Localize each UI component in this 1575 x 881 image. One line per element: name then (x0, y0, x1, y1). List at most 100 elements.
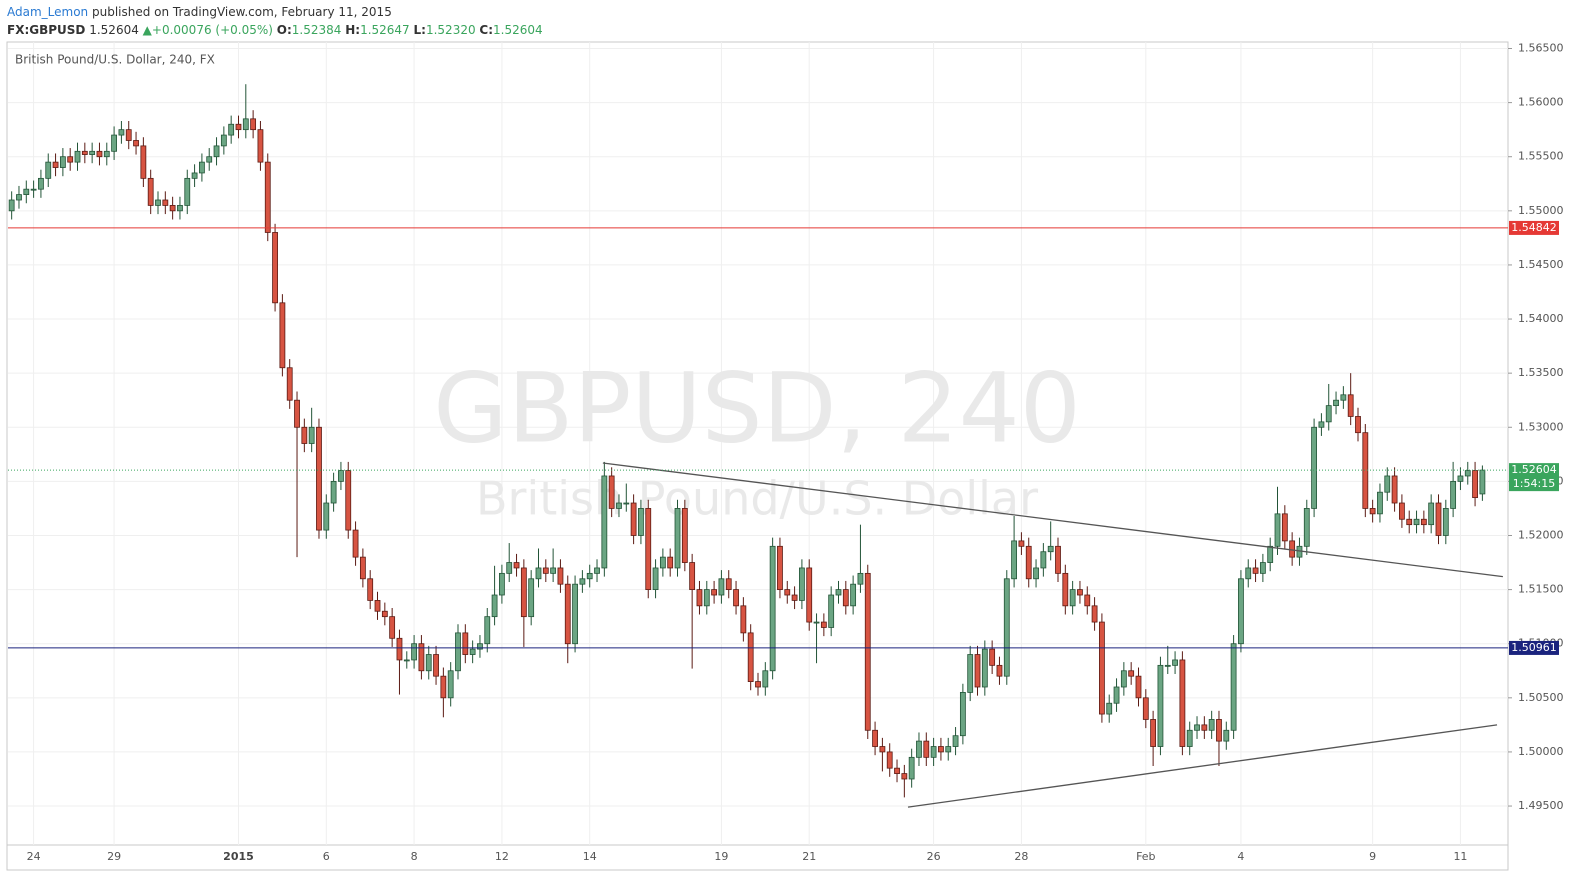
candle-body (345, 470, 352, 531)
candle-body (67, 156, 74, 163)
watermark-name: British Pound/U.S. Dollar (476, 472, 1038, 526)
h-value: 1.52647 (360, 23, 410, 37)
candle-body (1208, 719, 1215, 731)
candle-body (1369, 508, 1376, 515)
y-tick-label: 1.49500 (1518, 799, 1564, 812)
x-tick-label: 14 (583, 850, 597, 863)
candle-body (586, 572, 593, 580)
candle-body (433, 654, 439, 677)
candle-body (389, 616, 396, 639)
candle-body (1318, 421, 1325, 428)
candle-body (220, 134, 227, 147)
candle-body (696, 589, 703, 607)
candle-body (594, 567, 600, 574)
x-tick-label: 19 (714, 850, 728, 863)
candle-body (542, 567, 549, 574)
candle-body (1464, 470, 1471, 477)
candle-body (96, 150, 103, 158)
candle-body (623, 502, 630, 505)
candle-body (396, 637, 403, 661)
candle-body (769, 545, 776, 672)
candle-body (959, 692, 966, 737)
candle-body (886, 751, 893, 769)
h-label: H: (345, 23, 361, 37)
candle-body (1435, 502, 1442, 536)
candle-body (1259, 562, 1266, 574)
candle-body (1289, 540, 1296, 558)
price-label: 1.54842 (1511, 221, 1557, 234)
candle-body (645, 508, 652, 590)
candle-body (38, 177, 44, 190)
candle-body (806, 567, 813, 623)
candle-body (564, 583, 571, 645)
candle-body (1201, 724, 1208, 731)
candle-body (725, 578, 732, 590)
candle-body (74, 150, 81, 163)
candle-body (1303, 508, 1310, 547)
candle-body (1311, 426, 1317, 509)
candle-body (133, 140, 139, 147)
candle-body (1281, 513, 1288, 542)
candle-body (799, 567, 805, 601)
candle-body (755, 681, 761, 688)
candle-body (1113, 686, 1120, 704)
candle-body (272, 232, 278, 304)
candle-body (506, 562, 513, 574)
candle-body (111, 134, 117, 152)
candle-body (1399, 502, 1405, 520)
y-tick-label: 1.50500 (1518, 691, 1564, 704)
candle-body (513, 562, 520, 569)
o-value: 1.52384 (291, 23, 342, 37)
candle-body (1442, 508, 1449, 536)
candle-body (579, 578, 586, 585)
candle-body (1077, 589, 1083, 596)
candle-body (1069, 589, 1076, 607)
x-axis-strip (6, 844, 1509, 871)
l-value: 1.52320 (425, 23, 476, 37)
candle-body (711, 589, 717, 596)
candle-body (1194, 724, 1200, 731)
candle-body (1106, 702, 1113, 715)
candle-body (425, 654, 432, 672)
candle-body (403, 659, 410, 662)
candle-body (733, 589, 739, 607)
candle-body (601, 475, 608, 569)
candle-body (279, 302, 286, 369)
candle-body (550, 567, 557, 574)
candle-body (528, 578, 535, 618)
last-price-label: 1.52604 (1511, 463, 1557, 476)
last: 1.52604 (89, 23, 139, 37)
y-tick-label: 1.56000 (1518, 96, 1564, 109)
y-tick-label: 1.54500 (1518, 258, 1564, 271)
y-tick-label: 1.53000 (1518, 420, 1564, 433)
x-tick-label: 29 (107, 850, 121, 863)
candle-body (908, 756, 915, 780)
candle-body (286, 367, 293, 401)
y-tick-label: 1.55500 (1518, 150, 1564, 163)
candle-body (1157, 664, 1164, 747)
candle-body (916, 740, 922, 758)
candle-body (8, 199, 15, 212)
candle-body (367, 578, 374, 601)
candle-body (1018, 540, 1025, 547)
candle-body (469, 648, 476, 655)
candle-body (418, 643, 425, 672)
candle-body (520, 567, 527, 618)
candle-body (169, 205, 176, 212)
candle-body (1120, 670, 1127, 688)
x-tick-label: 26 (927, 850, 941, 863)
candle-body (1347, 394, 1354, 417)
candle-body (1216, 719, 1222, 742)
candle-body (162, 199, 169, 206)
candle-body (177, 205, 183, 212)
candle-body (16, 194, 22, 201)
candle-body (1230, 643, 1237, 731)
trendline (907, 724, 1498, 808)
author[interactable]: Adam_Lemon (7, 5, 89, 19)
candle-body (667, 556, 674, 569)
candle-body (879, 746, 886, 753)
candle-body (374, 600, 381, 612)
x-tick-label: 6 (323, 850, 330, 863)
candle-body (784, 589, 791, 596)
